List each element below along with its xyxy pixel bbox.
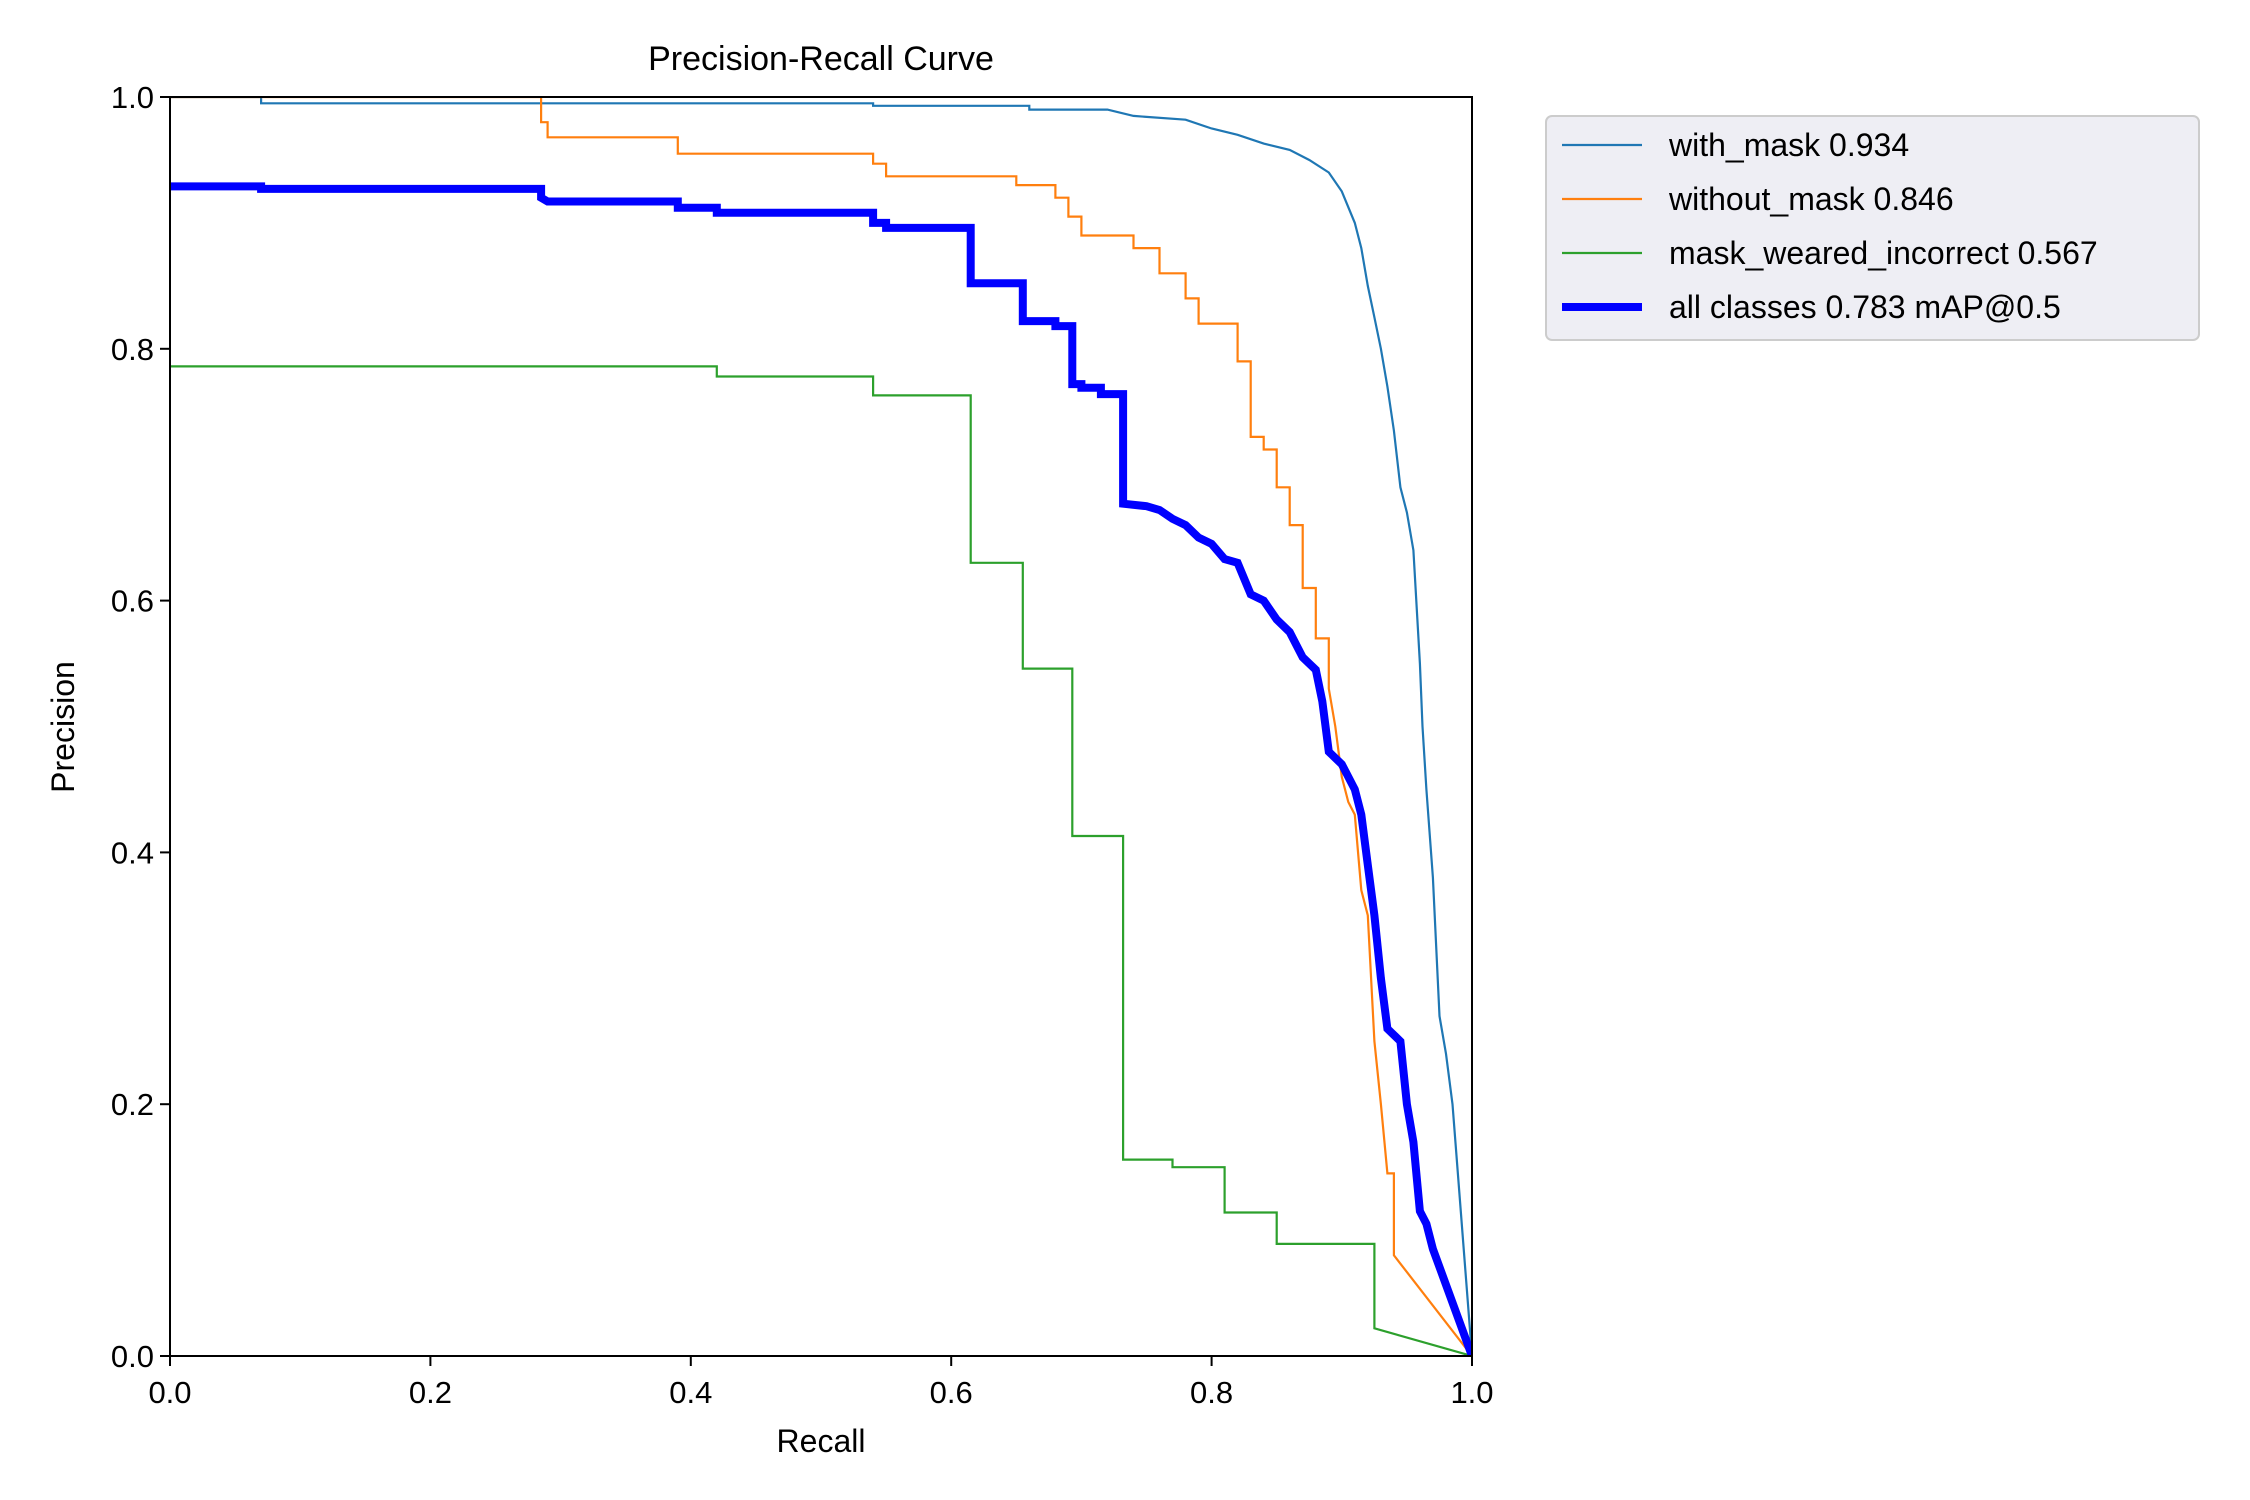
x-tick-label: 0.6	[930, 1375, 973, 1410]
y-tick-label: 1.0	[111, 80, 154, 115]
y-tick-label: 0.8	[111, 332, 154, 367]
series-line-4	[170, 182, 1472, 1356]
legend: with_mask 0.934 without_mask 0.846 mask_we…	[1545, 115, 2200, 341]
plot-area	[170, 97, 1472, 1356]
y-axis-label: Precision	[45, 661, 81, 793]
series-layer	[170, 97, 1472, 1356]
legend-box	[1545, 115, 2200, 341]
series-line-2	[170, 97, 1472, 1356]
plot-frame	[169, 96, 1473, 1357]
x-axis-ticks: 0.0 0.2 0.4 0.6 0.8 1.0	[148, 1356, 1494, 1410]
legend-label-4: all classes 0.783 mAP@0.5	[1669, 289, 2061, 325]
legend-label-2: without_mask 0.846	[1668, 181, 1954, 217]
x-tick-label: 0.8	[1190, 1375, 1233, 1410]
x-tick-label: 1.0	[1450, 1375, 1493, 1410]
chart-title: Precision-Recall Curve	[648, 40, 994, 78]
series-line-3	[170, 365, 1472, 1356]
legend-label-1: with_mask 0.934	[1668, 127, 1909, 163]
y-tick-label: 0.0	[111, 1339, 154, 1374]
x-axis-label: Recall	[777, 1423, 866, 1459]
legend-label-3: mask_weared_incorrect 0.567	[1669, 235, 2098, 271]
y-tick-label: 0.2	[111, 1087, 154, 1122]
y-axis-ticks: 0.0 0.2 0.4 0.6 0.8 1.0	[111, 80, 170, 1374]
legend-entries: with_mask 0.934 without_mask 0.846 mask_we…	[1562, 127, 2098, 325]
x-tick-label: 0.2	[409, 1375, 452, 1410]
y-tick-label: 0.4	[111, 835, 154, 870]
x-tick-label: 0.4	[669, 1375, 712, 1410]
x-tick-label: 0.0	[148, 1375, 191, 1410]
y-tick-label: 0.6	[111, 584, 154, 619]
series-line-1	[170, 97, 1472, 1356]
